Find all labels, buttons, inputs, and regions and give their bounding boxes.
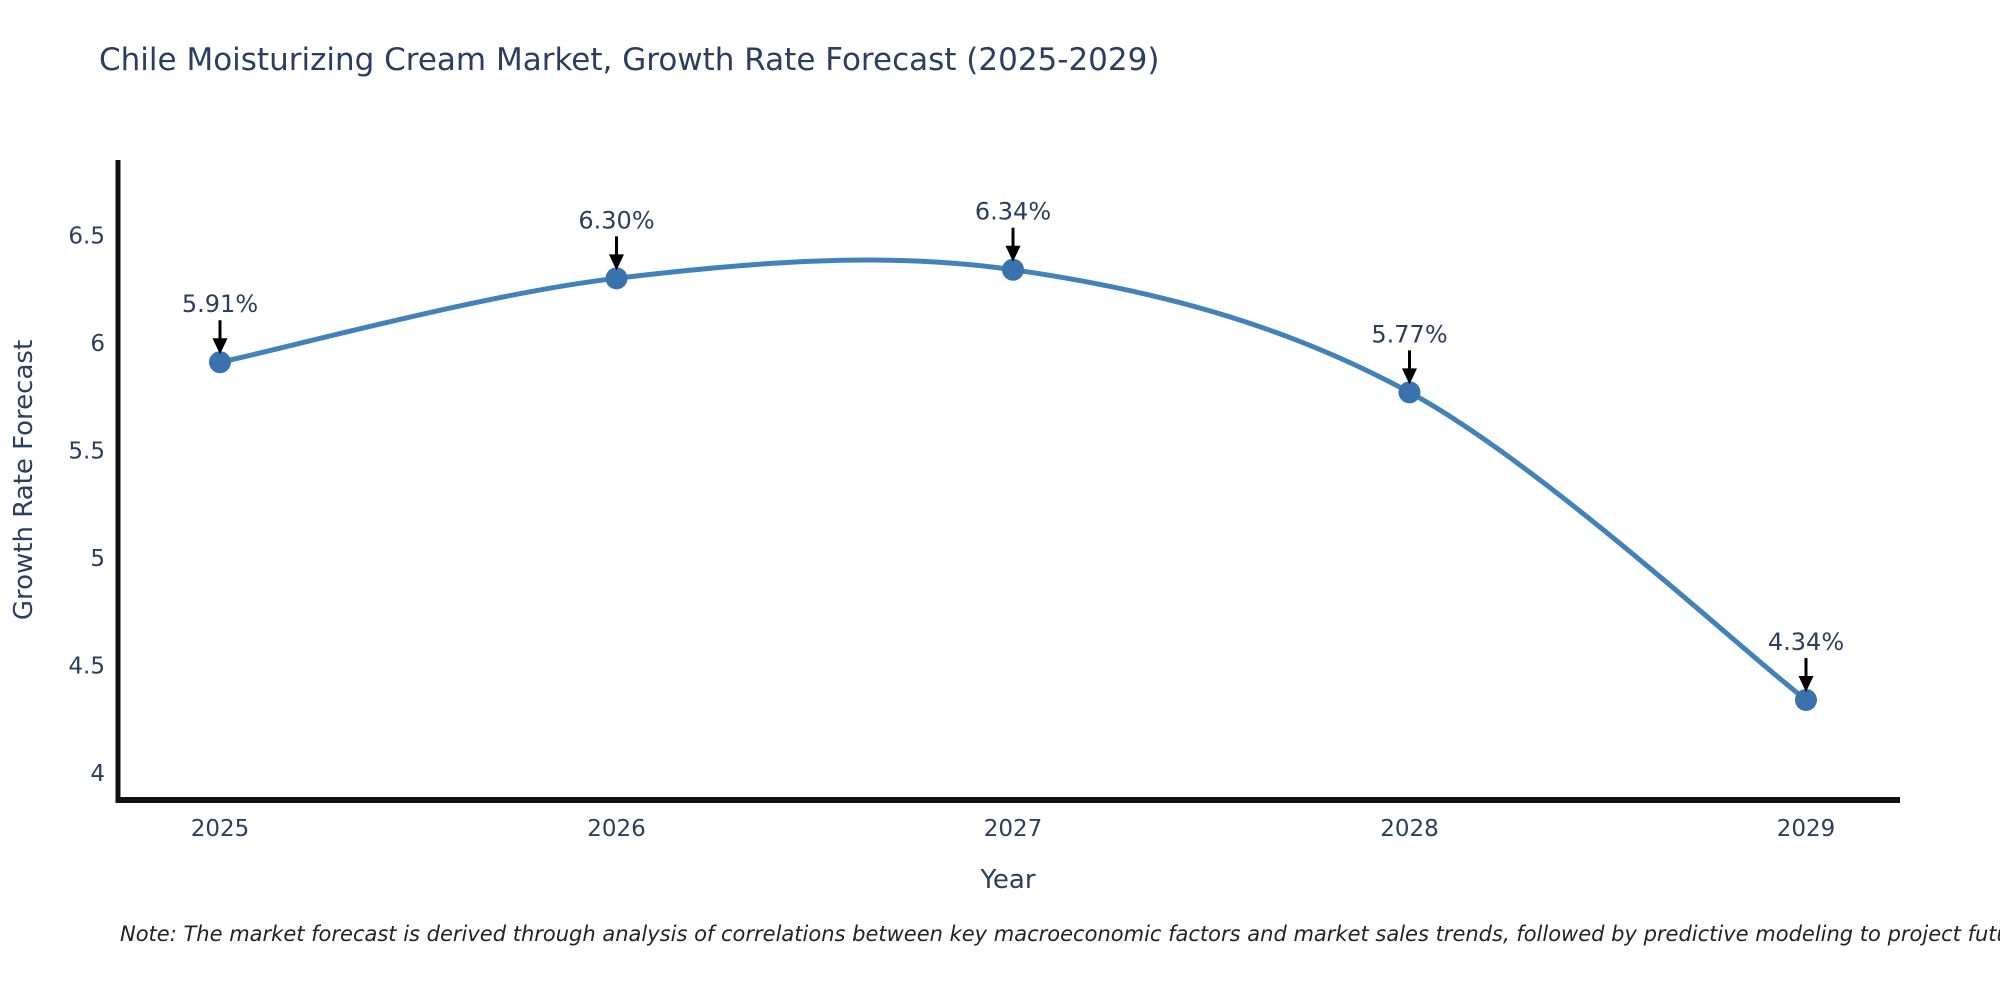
plot-area: 4 4.5 5 5.5 6 6.5 2025 2026 2027 2028 2029 5.91% 6.3… <box>68 160 1900 842</box>
data-point-2027[interactable] <box>1002 258 1024 281</box>
y-tick-label: 6 <box>90 331 105 357</box>
annotation-arrowhead <box>212 338 228 355</box>
data-point-2026[interactable] <box>605 267 628 290</box>
x-tick-label: 2028 <box>1380 816 1439 842</box>
x-axis-title: Year <box>979 865 1035 895</box>
annotation-arrowhead <box>1402 368 1417 385</box>
data-point-2029[interactable] <box>1795 688 1817 711</box>
y-axis-title: Growth Rate Forecast <box>9 340 39 620</box>
annotation-arrowhead <box>1798 675 1814 692</box>
y-tick-label: 6.5 <box>68 223 105 249</box>
footnote: Note: The market forecast is derived thr… <box>120 922 2000 946</box>
y-tick-label: 4 <box>90 761 105 787</box>
data-point-2025[interactable] <box>209 351 231 374</box>
forecast-line <box>217 257 1809 703</box>
point-label: 6.30% <box>578 206 654 234</box>
annotation-arrowhead <box>609 254 624 271</box>
point-label: 5.91% <box>182 290 258 318</box>
point-label: 4.34% <box>1768 628 1844 656</box>
y-tick-label: 5 <box>90 546 105 572</box>
x-tick-label: 2025 <box>191 816 250 842</box>
chart-title: Chile Moisturizing Cream Market, Growth … <box>99 42 1159 78</box>
x-tick-label: 2026 <box>587 816 646 842</box>
data-point-2028[interactable] <box>1398 381 1421 404</box>
x-tick-label: 2027 <box>984 816 1043 842</box>
y-tick-label: 5.5 <box>68 438 105 464</box>
point-label: 6.34% <box>975 198 1051 226</box>
point-label: 5.77% <box>1371 320 1447 348</box>
x-tick-label: 2029 <box>1777 816 1836 842</box>
annotation-arrowhead <box>1005 245 1021 262</box>
y-tick-label: 4.5 <box>68 654 105 680</box>
